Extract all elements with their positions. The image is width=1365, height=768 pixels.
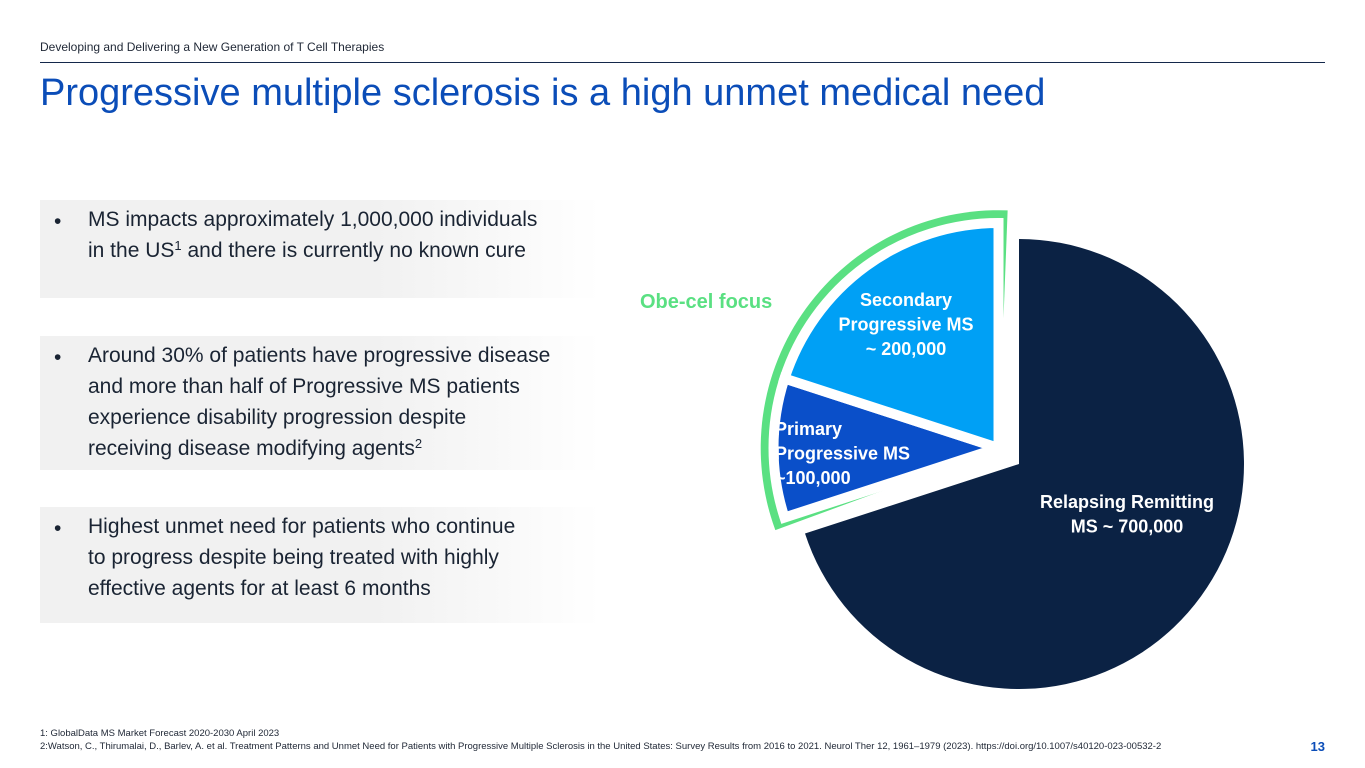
pie-slice-2 [778,217,1004,455]
bullet-line: Highest unmet need for patients who cont… [88,515,516,538]
bullet-line: to progress despite being treated with h… [88,546,499,569]
footnote-2: 2:Watson, C., Thirumalai, D., Barlev, A.… [40,741,1162,752]
bullet-line: and there is currently no known cure [181,239,526,262]
slice-label-line: Relapsing Remitting [1040,492,1214,512]
slice-label-line: Progressive MS [775,444,910,464]
slice-label-line: Primary [775,419,842,439]
bullet-text-1: MS impacts approximately 1,000,000 indiv… [88,204,600,266]
footnote-ref: 2 [414,436,423,451]
bullet-box-1: • MS impacts approximately 1,000,000 ind… [40,200,600,298]
bullet-line: experience disability progression despit… [88,406,467,429]
slice-label-line: Progressive MS [838,315,973,335]
slice-label-line: MS ~ 700,000 [1071,517,1184,537]
bullet-line: MS impacts approximately 1,000,000 indiv… [88,208,538,231]
obe-cel-focus-callout: Obe-cel focus [640,291,772,313]
footnote-ref: 1 [174,238,182,253]
slide-kicker: Developing and Delivering a New Generati… [40,40,385,54]
pie-slice-0 [805,239,1245,689]
bullet-text-3: Highest unmet need for patients who cont… [88,511,600,604]
page-number: 13 [1310,739,1325,754]
slice-label-0: Relapsing Remitting MS ~ 700,000 [1040,492,1214,537]
bullet-dot: • [54,517,62,540]
header-divider [40,62,1325,63]
slice-label-1: Primary Progressive MS ~100,000 [775,419,910,488]
slice-label-line: ~ 200,000 [866,339,947,359]
slide-title: Progressive multiple sclerosis is a high… [40,72,1046,114]
bullet-line: in the US [88,239,175,262]
bullet-line: and more than half of Progressive MS pat… [88,375,520,398]
bullet-box-2: • Around 30% of patients have progressiv… [40,336,600,470]
slice-label-line: ~100,000 [775,468,851,488]
bullet-line: effective agents for at least 6 months [88,577,431,600]
slice-label-line: Secondary [860,290,952,310]
bullet-line: receiving disease modifying agents [88,437,415,460]
bullet-line: Around 30% of patients have progressive … [88,344,551,367]
bullet-dot: • [54,210,62,233]
bullet-text-2: Around 30% of patients have progressive … [88,340,600,464]
bullet-dot: • [54,346,62,369]
footnote-1: 1: GlobalData MS Market Forecast 2020-20… [40,728,280,739]
pie-slice-1 [768,372,1015,524]
bullet-box-3: • Highest unmet need for patients who co… [40,507,600,623]
slice-label-2: Secondary Progressive MS ~ 200,000 [838,290,973,359]
